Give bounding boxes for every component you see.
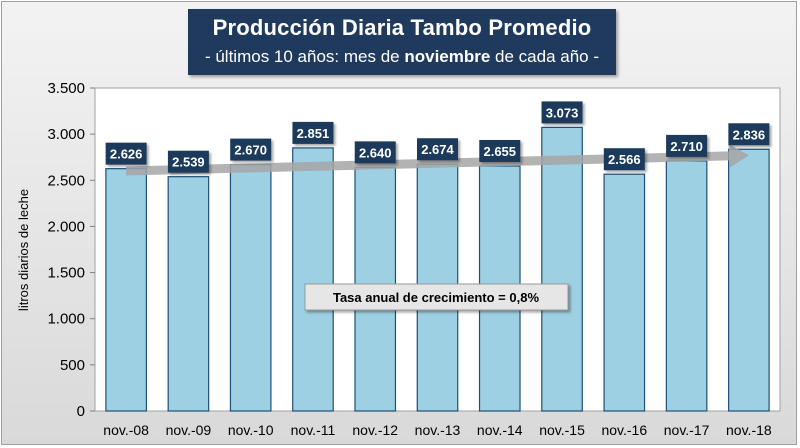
- y-tick-label: 1.000: [47, 311, 85, 328]
- bar-nov.-17: [665, 160, 708, 412]
- value-label: 2.836: [733, 127, 766, 142]
- bar-nov.-09: [167, 176, 210, 412]
- value-label: 2.670: [234, 143, 267, 158]
- value-label-box: [105, 142, 147, 165]
- bar-nov.-08: [105, 168, 147, 412]
- value-label-box: [541, 101, 583, 124]
- title-box: Producción Diaria Tambo Promedio - últim…: [188, 9, 616, 75]
- subtitle-prefix: - últimos 10 años: mes de: [204, 47, 405, 66]
- subtitle-suffix: de cada año -: [490, 47, 600, 66]
- value-label-box: [354, 141, 396, 164]
- x-tick-label: nov.-14: [477, 422, 523, 438]
- bar-nov.-16: [603, 173, 646, 412]
- value-label-box: [603, 148, 645, 171]
- value-label: 2.710: [670, 139, 703, 154]
- value-label: 2.626: [110, 147, 143, 162]
- y-tick-label: 3.500: [47, 80, 85, 97]
- y-tick-label: 500: [60, 357, 85, 374]
- bar-nov.-18: [728, 148, 770, 412]
- bar-nov.-15: [541, 126, 583, 412]
- y-tick-label: 1.500: [47, 265, 85, 282]
- value-label: 2.566: [608, 152, 641, 167]
- value-label-box: [728, 123, 770, 146]
- value-label-box: [666, 134, 708, 157]
- x-tick-label: nov.-11: [291, 422, 336, 438]
- x-tick-label: nov.-16: [601, 422, 647, 438]
- y-tick-label: 2.000: [47, 218, 85, 235]
- y-tick-label: 3.000: [47, 126, 85, 143]
- value-label: 2.674: [421, 142, 454, 157]
- value-label: 3.073: [546, 105, 579, 120]
- x-tick-label: nov.-10: [228, 422, 274, 438]
- bar-nov.-10: [229, 163, 272, 412]
- x-tick-label: nov.-17: [664, 422, 710, 438]
- value-labels: 2.626 2.539 2.670 2.851 2.640 2.674 2.655 3.073…: [105, 101, 770, 173]
- x-axis: nov.-08 nov.-09 nov.-10 nov.-11 nov.-12 nov.-…: [103, 422, 772, 438]
- value-label-box: [167, 150, 209, 173]
- annotation-group: Tasa anual de crecimiento = 0,8%: [304, 283, 569, 311]
- value-label-box: [479, 139, 521, 162]
- bars: [105, 126, 770, 412]
- trend-arrowhead: [728, 143, 749, 168]
- value-label-box: [230, 138, 272, 161]
- value-label: 2.539: [172, 155, 205, 170]
- x-tick-label: nov.-12: [352, 422, 398, 438]
- y-axis-title: litros diarios de leche: [16, 189, 31, 311]
- y-axis: 0 500 1.000 1.500 2.000 2.500 3.000 3.500: [47, 80, 95, 420]
- value-label-box: [292, 121, 334, 144]
- value-label-box: [417, 138, 458, 161]
- y-tick-label: 2.500: [47, 172, 85, 189]
- value-label: 2.851: [297, 126, 330, 141]
- annotation-box: [304, 283, 569, 311]
- subtitle-bold: noviembre: [404, 47, 491, 66]
- value-label: 2.655: [483, 144, 516, 159]
- value-label: 2.640: [359, 145, 392, 160]
- chart-subtitle: - últimos 10 años: mes de noviembre de c…: [188, 47, 616, 67]
- x-tick-label: nov.-18: [726, 422, 772, 438]
- chart-title: Producción Diaria Tambo Promedio: [212, 15, 592, 40]
- x-tick-label: nov.-08: [103, 422, 149, 438]
- x-tick-label: nov.-09: [166, 422, 212, 438]
- x-tick-label: nov.-15: [539, 422, 585, 438]
- x-tick-label: nov.-13: [415, 422, 461, 438]
- annotation-text: Tasa anual de crecimiento = 0,8%: [333, 290, 539, 305]
- y-tick-label: 0: [77, 403, 85, 420]
- bar-nov.-11: [292, 147, 334, 412]
